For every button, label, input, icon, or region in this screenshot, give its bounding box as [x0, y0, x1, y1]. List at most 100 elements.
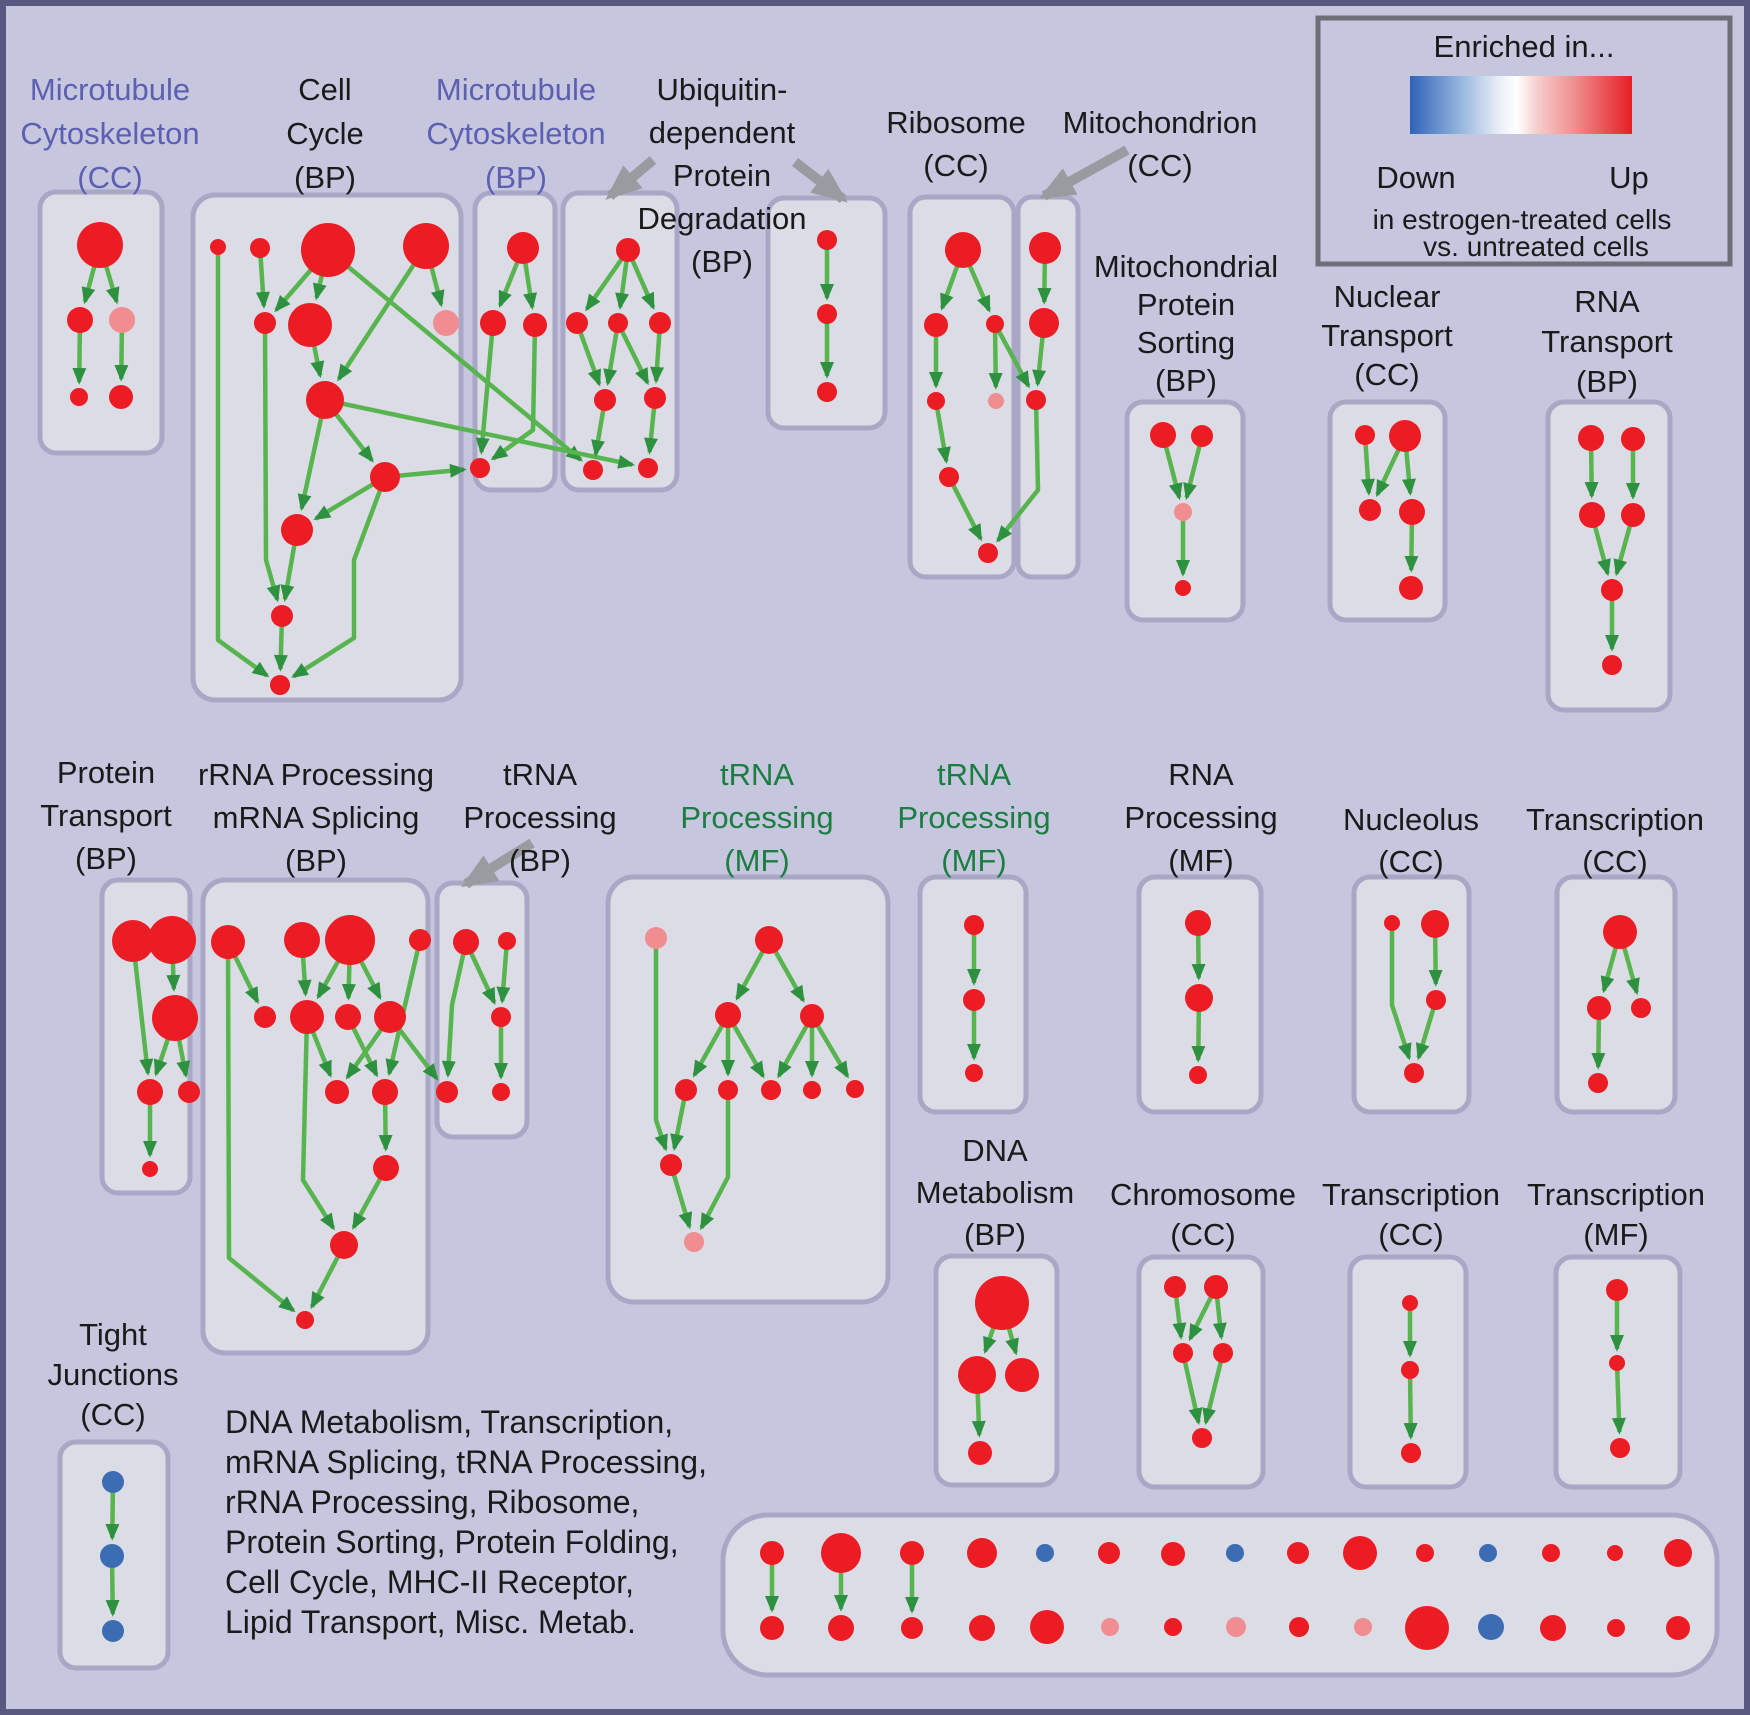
edge-v2-v4	[1180, 1352, 1203, 1426]
cluster-label-mito-protein-sorting: Mitochondrial Protein Sorting (BP)	[1094, 249, 1278, 398]
node-z10t	[1343, 1536, 1377, 1570]
node-z14t	[1607, 1545, 1623, 1561]
node-l3	[409, 929, 431, 951]
cluster-label-microtubule-bp: Microtubule Cytoskeleton (BP)	[426, 72, 605, 195]
cluster-label-dna-metabolism: DNA Metabolism (BP)	[916, 1133, 1075, 1252]
node-n9	[660, 1154, 682, 1176]
edge-d2-d5	[615, 322, 650, 386]
node-z1t	[760, 1541, 784, 1565]
node-l8	[325, 1080, 349, 1104]
cluster-label-mitochondrion: Mitochondrion (CC)	[1063, 105, 1258, 183]
node-z4b	[969, 1615, 995, 1641]
node-v4	[1192, 1428, 1212, 1448]
edge-b3-b6	[336, 244, 428, 382]
node-i4	[1399, 576, 1423, 600]
node-d5	[644, 387, 666, 409]
trna-bp-arrow	[460, 838, 535, 889]
node-u0	[975, 1276, 1029, 1330]
cluster-label-transcription-cc-bottom: Transcription (CC)	[1322, 1177, 1500, 1252]
node-k0	[112, 920, 154, 962]
node-n3	[800, 1004, 824, 1028]
node-n7	[803, 1081, 821, 1099]
cluster-label-trna-bp: tRNA Processing (BP)	[463, 757, 616, 878]
node-h1	[1191, 425, 1213, 447]
node-e1	[817, 304, 837, 324]
edge-k0-k3	[130, 940, 154, 1076]
node-b5	[288, 303, 332, 347]
cluster-box-microtubule-cc	[37, 189, 165, 456]
mitochondrion-arrow	[1038, 145, 1130, 201]
legend-up-label: Up	[1609, 160, 1649, 195]
node-d3	[649, 312, 671, 334]
edge-c2-c3	[490, 324, 538, 461]
edge-f3-f5	[933, 400, 951, 464]
edge-f5-f6	[946, 475, 983, 542]
node-v2	[1173, 1343, 1193, 1363]
node-t4	[492, 1083, 510, 1101]
node-s1	[100, 1544, 124, 1568]
node-z2b	[828, 1615, 854, 1641]
node-v0	[1164, 1276, 1186, 1298]
legend-gradient-bar	[1410, 76, 1632, 134]
edge-w1-w2	[1403, 1369, 1418, 1440]
edge-t0-t3	[441, 941, 469, 1078]
node-l6	[335, 1004, 361, 1030]
node-z10b	[1354, 1618, 1372, 1636]
node-i0	[1355, 425, 1375, 445]
cluster-label-microtubule-cc: Microtubule Cytoskeleton (CC)	[20, 72, 199, 195]
node-z12b	[1478, 1614, 1504, 1640]
cluster-label-nuclear-transport: Nuclear Transport (CC)	[1321, 279, 1453, 392]
cluster-label-ribosome: Ribosome (CC)	[886, 105, 1026, 183]
edge-n5-n10	[699, 1090, 731, 1231]
node-w0	[1402, 1295, 1418, 1311]
cluster-label-transcription-mf: Transcription (MF)	[1527, 1177, 1705, 1252]
node-l9	[372, 1079, 398, 1105]
node-d2	[608, 313, 628, 333]
node-j1	[1621, 427, 1645, 451]
cluster-label-chromosome: Chromosome (CC)	[1110, 1177, 1296, 1252]
node-b3	[403, 223, 449, 269]
node-x0	[1606, 1279, 1628, 1301]
edge-l5-l11	[300, 1016, 336, 1231]
edge-d0-d1	[584, 248, 630, 312]
node-b6	[306, 381, 344, 419]
node-x1	[1609, 1355, 1625, 1371]
node-j2	[1579, 502, 1605, 528]
node-k2	[152, 995, 198, 1041]
ubiquitin-right-arrow	[791, 158, 848, 203]
cluster-label-ubiquitin: Ubiquitin-dependent Protein Degradation (BP…	[638, 72, 807, 279]
cluster-label-nucleolus: Nucleolus (CC)	[1343, 802, 1479, 879]
node-a1	[67, 307, 93, 333]
node-t0	[453, 929, 479, 955]
node-e0	[817, 230, 837, 250]
edge-b2-d6	[326, 248, 583, 462]
node-t2	[491, 1007, 511, 1027]
node-z5b	[1030, 1610, 1064, 1644]
cluster-box-transcription-cc-mid	[1554, 874, 1678, 1115]
node-x2	[1610, 1438, 1630, 1458]
edge-v3-v4	[1202, 1352, 1226, 1426]
node-r2	[1631, 998, 1651, 1018]
node-l12	[296, 1311, 314, 1329]
cluster-box-rna-transport	[1545, 399, 1673, 713]
node-c1	[480, 310, 506, 336]
node-i1	[1389, 420, 1421, 452]
legend-subtitle-1: in estrogen-treated cells	[1373, 204, 1672, 235]
node-n5	[718, 1080, 738, 1100]
node-v3	[1213, 1343, 1233, 1363]
node-s0	[102, 1471, 124, 1493]
legend-subtitle-2: vs. untreated cells	[1423, 231, 1649, 262]
node-l11	[330, 1231, 358, 1259]
edge-f2-g2	[993, 322, 1031, 389]
node-z12t	[1479, 1544, 1497, 1562]
node-q1	[1421, 910, 1449, 938]
node-l0	[211, 925, 245, 959]
node-d4	[594, 389, 616, 411]
edge-q0-q3	[1389, 923, 1412, 1061]
cluster-label-rrna-mrna: rRNA Processing mRNA Splicing (BP)	[198, 757, 434, 878]
node-z8t	[1226, 1544, 1244, 1562]
node-n6	[761, 1080, 781, 1100]
node-j4	[1601, 579, 1623, 601]
